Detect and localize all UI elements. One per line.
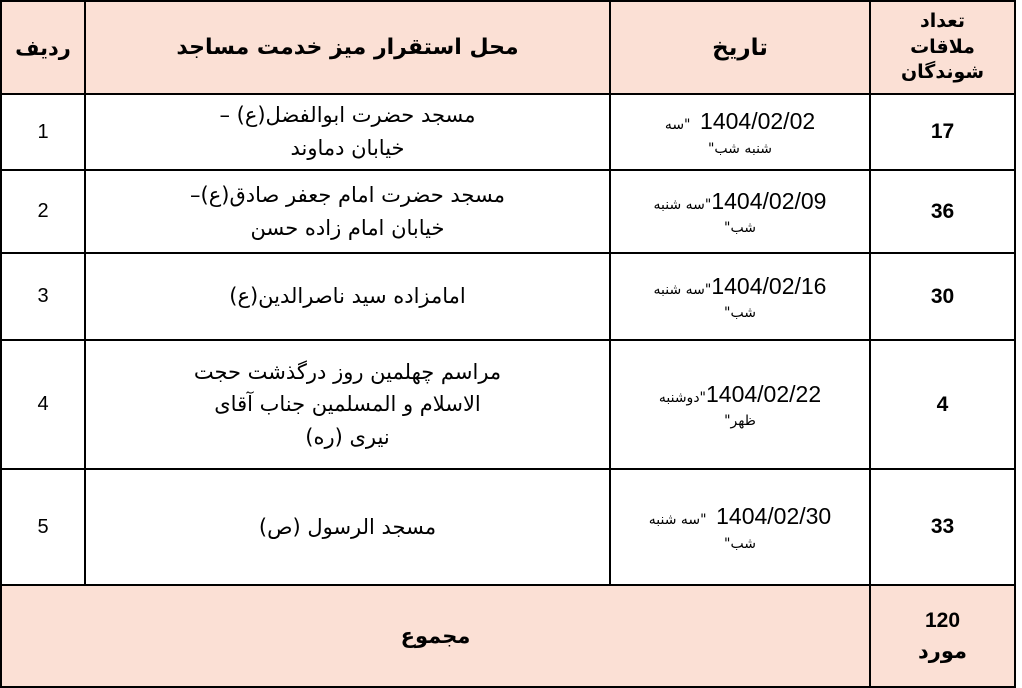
date-note-part-2: شنبه شب" xyxy=(707,140,773,157)
cell-visitor-count: 33 xyxy=(869,468,1016,586)
table-header-row: تعداد ملاقات شوندگان تاریخ محل استقرار م… xyxy=(0,0,1016,95)
header-count-line-3: شوندگان xyxy=(900,61,985,84)
location-line-1: امامزاده سید ناصرالدین(ع) xyxy=(229,284,466,309)
cell-date: 1404/02/09"سه شنبه شب" xyxy=(609,169,871,254)
location-line-3: نیری (ره) xyxy=(305,424,390,449)
location-line-1: مسجد الرسول (ص) xyxy=(258,514,437,539)
location-line-2: الاسلام و المسلمین جناب آقای xyxy=(214,392,481,417)
table-row: 33 1404/02/30 "سه شنبه شب" مسجد الرسول (… xyxy=(0,468,1016,586)
cell-row-number: 2 xyxy=(0,169,86,254)
column-header-row-number: ردیف xyxy=(0,0,86,95)
date-note-part-2: شب" xyxy=(724,535,756,552)
cell-date: 1404/02/30 "سه شنبه شب" xyxy=(609,468,871,586)
cell-location: مسجد حضرت ابوالفضل(ع) – خیابان دماوند xyxy=(84,93,611,171)
date-note-part-2: شب" xyxy=(724,220,756,237)
location-line-1: مراسم چهلمین روز درگذشت حجت xyxy=(193,359,502,384)
cell-visitor-count: 36 xyxy=(869,169,1016,254)
table-row: 17 1404/02/02 "سه شنبه شب" مسجد حضرت ابو… xyxy=(0,93,1016,171)
cell-date: 1404/02/22"دوشنبه ظهر" xyxy=(609,339,871,470)
cell-visitor-count: 17 xyxy=(869,93,1016,171)
cell-total-count: 120 مورد xyxy=(869,584,1016,688)
cell-location: امامزاده سید ناصرالدین(ع) xyxy=(84,252,611,341)
date-value: 1404/02/09 xyxy=(711,187,827,214)
column-header-visitor-count: تعداد ملاقات شوندگان xyxy=(869,0,1016,95)
location-line-2: خیابان امام زاده حسن xyxy=(250,215,445,240)
cell-location: مسجد الرسول (ص) xyxy=(84,468,611,586)
date-note-part-1: "دوشنبه xyxy=(658,389,706,406)
date-note-part-2: ظهر" xyxy=(724,413,756,430)
total-count-unit: مورد xyxy=(917,639,968,663)
cell-location: مراسم چهلمین روز درگذشت حجت الاسلام و ال… xyxy=(84,339,611,470)
date-value: 1404/02/02 xyxy=(700,108,816,135)
header-count-line-2: ملاقات xyxy=(910,35,975,58)
date-line-primary: 1404/02/09"سه شنبه xyxy=(611,184,869,219)
date-note-part-1: "سه xyxy=(664,117,691,134)
date-value: 1404/02/16 xyxy=(711,272,827,299)
cell-total-label: مجموع xyxy=(0,584,871,688)
cell-row-number: 4 xyxy=(0,339,86,470)
date-note-part-1: "سه شنبه xyxy=(653,281,712,298)
header-count-line-1: تعداد xyxy=(919,10,966,33)
cell-date: 1404/02/02 "سه شنبه شب" xyxy=(609,93,871,171)
total-count-value: 120 xyxy=(924,608,961,632)
column-header-location: محل استقرار میز خدمت مساجد xyxy=(84,0,611,95)
date-note-part-1: "سه شنبه xyxy=(648,512,707,529)
table-row: 30 1404/02/16"سه شنبه شب" امامزاده سید ن… xyxy=(0,252,1016,341)
location-line-2: خیابان دماوند xyxy=(290,136,405,160)
date-line-primary: 1404/02/02 "سه xyxy=(611,104,869,139)
date-line-primary: 1404/02/30 "سه شنبه xyxy=(611,499,869,534)
table-row: 36 1404/02/09"سه شنبه شب" مسجد حضرت امام… xyxy=(0,169,1016,254)
column-header-date: تاریخ xyxy=(609,0,871,95)
cell-location: مسجد حضرت امام جعفر صادق(ع)– خیابان امام… xyxy=(84,169,611,254)
location-line-1: مسجد حضرت امام جعفر صادق(ع)– xyxy=(190,182,505,207)
date-note-part-1: "سه شنبه xyxy=(653,196,712,213)
date-line-primary: 1404/02/16"سه شنبه xyxy=(611,269,869,304)
cell-row-number: 5 xyxy=(0,468,86,586)
cell-row-number: 1 xyxy=(0,93,86,171)
cell-visitor-count: 30 xyxy=(869,252,1016,341)
cell-visitor-count: 4 xyxy=(869,339,1016,470)
table-row: 4 1404/02/22"دوشنبه ظهر" مراسم چهلمین رو… xyxy=(0,339,1016,470)
cell-row-number: 3 xyxy=(0,252,86,341)
date-note-part-2: شب" xyxy=(724,305,756,322)
cell-date: 1404/02/16"سه شنبه شب" xyxy=(609,252,871,341)
date-value: 1404/02/22 xyxy=(706,380,822,407)
date-value: 1404/02/30 xyxy=(716,503,832,530)
location-line-1: مسجد حضرت ابوالفضل(ع) – xyxy=(219,103,476,128)
table-total-row: 120 مورد مجموع xyxy=(0,584,1016,688)
date-line-primary: 1404/02/22"دوشنبه xyxy=(611,377,869,412)
